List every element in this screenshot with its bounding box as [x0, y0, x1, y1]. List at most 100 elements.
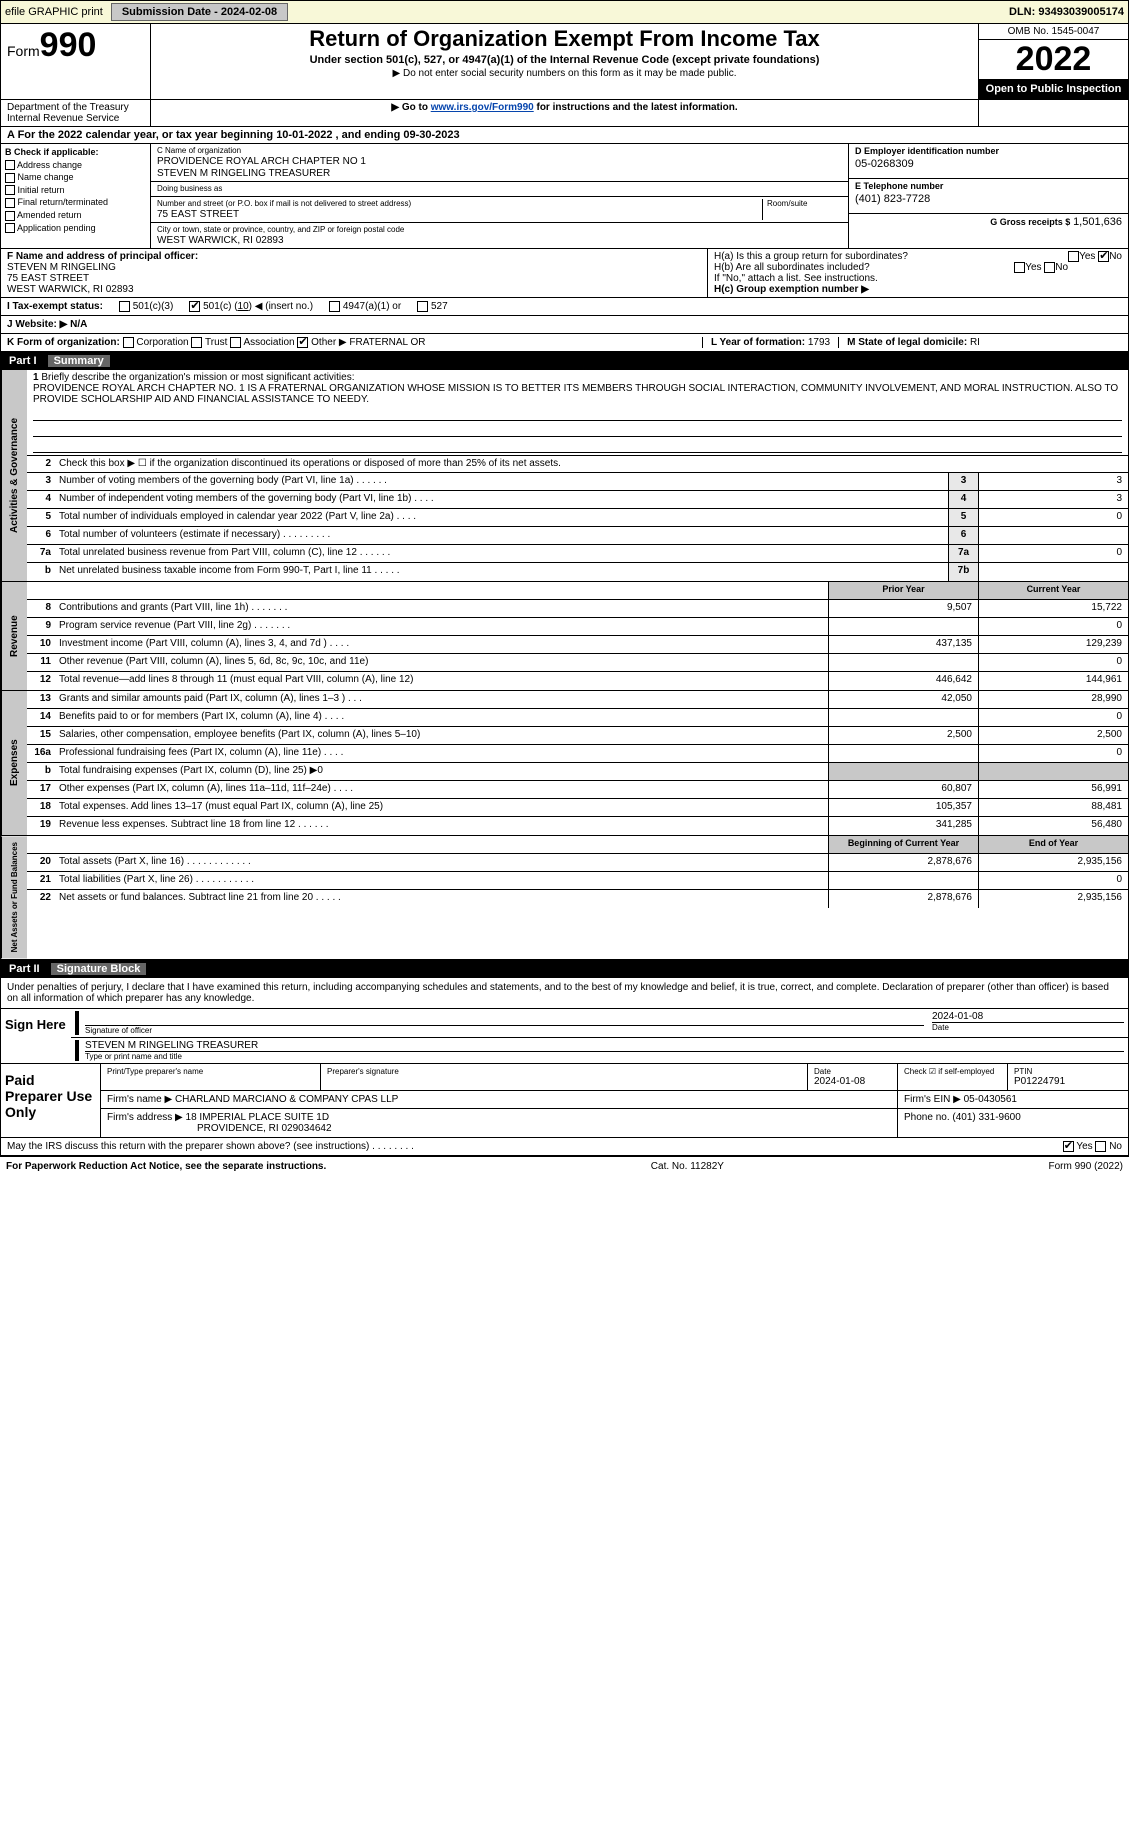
col-h-group: H(a) Is this a group return for subordin…: [708, 249, 1128, 297]
may-irs-q: May the IRS discuss this return with the…: [7, 1141, 414, 1152]
street-address: 75 EAST STREET: [157, 209, 762, 220]
efile-label: efile GRAPHIC print: [5, 6, 103, 18]
hc-label: H(c) Group exemption number ▶: [714, 284, 1122, 295]
row-form-org: K Form of organization: Corporation Trus…: [0, 334, 1129, 352]
firm-phone: (401) 331-9600: [952, 1112, 1020, 1123]
sig-date-label: Date: [932, 1022, 1124, 1032]
form990-link[interactable]: www.irs.gov/Form990: [431, 102, 534, 113]
th-prior: Prior Year: [828, 582, 978, 599]
col-c-org: C Name of organization PROVIDENCE ROYAL …: [151, 144, 848, 248]
gov-row: 7aTotal unrelated business revenue from …: [27, 545, 1128, 563]
chk-corp[interactable]: [123, 337, 134, 348]
chk-501c3[interactable]: [119, 301, 130, 312]
col-de: D Employer identification number 05-0268…: [848, 144, 1128, 248]
gov-row: 3Number of voting members of the governi…: [27, 473, 1128, 491]
chk-initial-return[interactable]: [5, 185, 15, 195]
i-label: I Tax-exempt status:: [7, 301, 103, 312]
uline: [33, 407, 1122, 421]
ein-value: 05-0268309: [855, 158, 1122, 170]
block-officer: F Name and address of principal officer:…: [0, 249, 1129, 298]
line-a: A For the 2022 calendar year, or tax yea…: [0, 126, 1129, 144]
mission-text: PROVIDENCE ROYAL ARCH CHAPTER NO. 1 IS A…: [33, 383, 1122, 405]
chk-other[interactable]: [297, 337, 308, 348]
state-domicile: RI: [970, 337, 980, 348]
m-label: M State of legal domicile:: [847, 337, 967, 348]
data-row: 21Total liabilities (Part X, line 26) . …: [27, 872, 1128, 890]
sig-name: STEVEN M RINGELING TREASURER: [85, 1040, 1124, 1051]
hb-no-chk[interactable]: [1044, 262, 1055, 273]
gross-label: G Gross receipts $: [990, 217, 1070, 227]
sig-date: 2024-01-08: [932, 1011, 1124, 1022]
form-subtitle: Under section 501(c), 527, or 4947(a)(1)…: [159, 54, 970, 66]
signature-block: Under penalties of perjury, I declare th…: [0, 978, 1129, 1064]
l2-text: Check this box ▶ ☐ if the organization d…: [55, 456, 1128, 472]
l1-label: Briefly describe the organization's miss…: [41, 372, 354, 383]
firm-addr1: 18 IMPERIAL PLACE SUITE 1D: [186, 1112, 330, 1123]
sig-declaration: Under penalties of perjury, I declare th…: [1, 978, 1128, 1009]
submission-date-button[interactable]: Submission Date - 2024-02-08: [111, 3, 288, 21]
name-label: C Name of organization: [157, 146, 842, 155]
efile-top-bar: efile GRAPHIC print Submission Date - 20…: [0, 0, 1129, 24]
section-revenue: Revenue Prior Year Current Year 8Contrib…: [0, 582, 1129, 691]
sign-here-label: Sign Here: [1, 1009, 71, 1063]
addr-label: Number and street (or P.O. box if mail i…: [157, 199, 762, 208]
page-footer: For Paperwork Reduction Act Notice, see …: [0, 1156, 1129, 1176]
row-website: J Website: ▶ N/A: [0, 316, 1129, 334]
data-row: 17Other expenses (Part IX, column (A), l…: [27, 781, 1128, 799]
chk-final-return[interactable]: [5, 198, 15, 208]
tax-year: 2022: [979, 40, 1128, 79]
block-identity: B Check if applicable: Address change Na…: [0, 144, 1129, 249]
part-1-title: Summary: [48, 355, 110, 367]
chk-4947[interactable]: [329, 301, 340, 312]
chk-app-pending[interactable]: [5, 223, 15, 233]
paperwork-notice: For Paperwork Reduction Act Notice, see …: [6, 1161, 326, 1172]
officer-addr: 75 EAST STREET: [7, 273, 701, 284]
chk-amended[interactable]: [5, 211, 15, 221]
paid-preparer-block: Paid Preparer Use Only Print/Type prepar…: [0, 1064, 1129, 1138]
chk-assoc[interactable]: [230, 337, 241, 348]
website-val: N/A: [70, 319, 87, 330]
org-name-1: PROVIDENCE ROYAL ARCH CHAPTER NO 1: [157, 156, 842, 167]
officer-name: STEVEN M RINGELING: [7, 262, 701, 273]
th-begin: Beginning of Current Year: [828, 836, 978, 853]
data-row: 19Revenue less expenses. Subtract line 1…: [27, 817, 1128, 835]
ein-label: D Employer identification number: [855, 146, 1122, 156]
th-curr: Current Year: [978, 582, 1128, 599]
ha-no-chk[interactable]: [1098, 251, 1109, 262]
room-label: Room/suite: [767, 199, 842, 208]
gov-row: 4Number of independent voting members of…: [27, 491, 1128, 509]
may-no-chk[interactable]: [1095, 1141, 1106, 1152]
col-b-checkboxes: B Check if applicable: Address change Na…: [1, 144, 151, 248]
officer-city: WEST WARWICK, RI 02893: [7, 284, 701, 295]
col-b-head: B Check if applicable:: [5, 146, 146, 159]
may-yes-chk[interactable]: [1063, 1141, 1074, 1152]
hb-yes-chk[interactable]: [1014, 262, 1025, 273]
data-row: 15Salaries, other compensation, employee…: [27, 727, 1128, 745]
form-number-cell: Form990: [1, 24, 151, 99]
ptin: P01224791: [1014, 1076, 1065, 1087]
dept-cell: Department of the Treasury Internal Reve…: [1, 100, 151, 126]
chk-527[interactable]: [417, 301, 428, 312]
firm-addr2: PROVIDENCE, RI 029034642: [107, 1123, 891, 1134]
part-2-title: Signature Block: [51, 963, 147, 975]
ha-yes-chk[interactable]: [1068, 251, 1079, 262]
data-row: 14Benefits paid to or for members (Part …: [27, 709, 1128, 727]
sig-officer-label: Signature of officer: [85, 1025, 924, 1035]
self-emp-chk[interactable]: Check ☑ if self-employed: [904, 1067, 1001, 1076]
irs-label: Internal Revenue Service: [7, 113, 144, 124]
chk-501c[interactable]: [189, 301, 200, 312]
firm-name: CHARLAND MARCIANO & COMPANY CPAS LLP: [175, 1094, 398, 1105]
may-irs-discuss: May the IRS discuss this return with the…: [0, 1138, 1129, 1156]
city-state-zip: WEST WARWICK, RI 02893: [157, 235, 842, 246]
year-cell: OMB No. 1545-0047 2022 Open to Public In…: [978, 24, 1128, 99]
l-label: L Year of formation:: [711, 337, 805, 348]
data-row: bTotal fundraising expenses (Part IX, co…: [27, 763, 1128, 781]
tel-value: (401) 823-7728: [855, 193, 1122, 205]
form-header: Form990 Return of Organization Exempt Fr…: [0, 24, 1129, 100]
chk-name-change[interactable]: [5, 173, 15, 183]
form-title: Return of Organization Exempt From Incom…: [159, 26, 970, 52]
chk-trust[interactable]: [191, 337, 202, 348]
city-label: City or town, state or province, country…: [157, 225, 842, 234]
sidebar-revenue: Revenue: [1, 582, 27, 690]
chk-address-change[interactable]: [5, 160, 15, 170]
